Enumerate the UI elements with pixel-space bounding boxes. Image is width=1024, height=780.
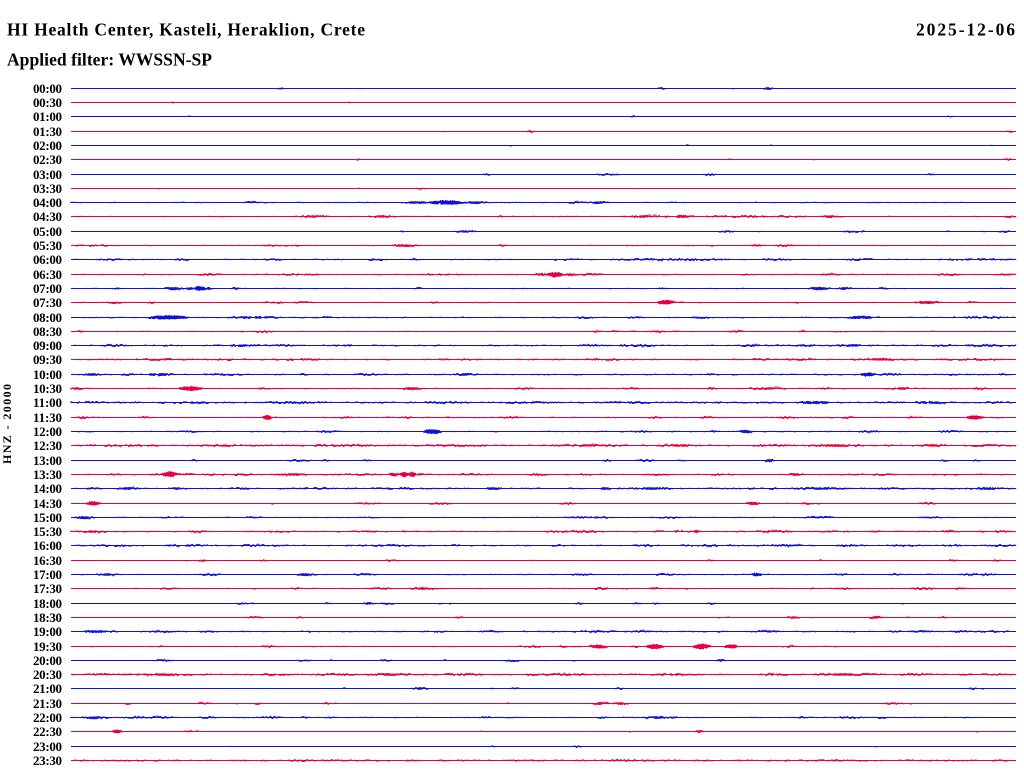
svg-text:07:00: 07:00	[33, 281, 62, 296]
svg-text:21:00: 21:00	[33, 681, 62, 696]
svg-text:17:00: 17:00	[33, 567, 62, 582]
svg-text:02:00: 02:00	[33, 138, 62, 153]
svg-text:20:30: 20:30	[33, 667, 62, 682]
svg-text:07:30: 07:30	[33, 295, 62, 310]
svg-text:08:00: 08:00	[33, 310, 62, 325]
svg-text:01:00: 01:00	[33, 109, 62, 124]
svg-text:15:00: 15:00	[33, 510, 62, 525]
svg-text:04:30: 04:30	[33, 209, 62, 224]
svg-text:13:00: 13:00	[33, 453, 62, 468]
svg-text:06:30: 06:30	[33, 267, 62, 282]
svg-text:09:30: 09:30	[33, 352, 62, 367]
svg-text:05:00: 05:00	[33, 224, 62, 239]
svg-text:14:30: 14:30	[33, 496, 62, 511]
svg-text:10:00: 10:00	[33, 367, 62, 382]
svg-text:23:00: 23:00	[33, 739, 62, 754]
svg-text:10:30: 10:30	[33, 381, 62, 396]
svg-text:20:00: 20:00	[33, 653, 62, 668]
svg-text:18:30: 18:30	[33, 610, 62, 625]
svg-text:15:30: 15:30	[33, 524, 62, 539]
svg-text:06:00: 06:00	[33, 252, 62, 267]
svg-text:17:30: 17:30	[33, 581, 62, 596]
svg-text:23:30: 23:30	[33, 753, 62, 768]
svg-text:00:00: 00:00	[33, 81, 62, 96]
svg-text:2025-12-06: 2025-12-06	[916, 20, 1015, 40]
svg-text:11:00: 11:00	[33, 395, 62, 410]
svg-text:HNZ - 20000: HNZ - 20000	[0, 384, 14, 464]
svg-text:03:00: 03:00	[33, 167, 62, 182]
svg-text:16:00: 16:00	[33, 538, 62, 553]
svg-text:12:30: 12:30	[33, 438, 62, 453]
svg-text:01:30: 01:30	[33, 124, 62, 139]
svg-text:03:30: 03:30	[33, 181, 62, 196]
svg-text:02:30: 02:30	[33, 152, 62, 167]
svg-text:05:30: 05:30	[33, 238, 62, 253]
svg-text:09:00: 09:00	[33, 338, 62, 353]
svg-text:22:30: 22:30	[33, 724, 62, 739]
svg-text:12:00: 12:00	[33, 424, 62, 439]
svg-text:11:30: 11:30	[33, 410, 62, 425]
svg-text:21:30: 21:30	[33, 696, 62, 711]
svg-text:04:00: 04:00	[33, 195, 62, 210]
svg-text:08:30: 08:30	[33, 324, 62, 339]
svg-text:Applied filter: WWSSN-SP: Applied filter: WWSSN-SP	[7, 50, 212, 70]
svg-text:18:00: 18:00	[33, 596, 62, 611]
svg-text:00:30: 00:30	[33, 95, 62, 110]
svg-text:19:30: 19:30	[33, 639, 62, 654]
svg-text:13:30: 13:30	[33, 467, 62, 482]
svg-text:14:00: 14:00	[33, 481, 62, 496]
svg-text:22:00: 22:00	[33, 710, 62, 725]
svg-text:HI Health Center, Kasteli, Her: HI Health Center, Kasteli, Heraklion, Cr…	[7, 20, 365, 40]
svg-text:19:00: 19:00	[33, 624, 62, 639]
svg-text:16:30: 16:30	[33, 553, 62, 568]
